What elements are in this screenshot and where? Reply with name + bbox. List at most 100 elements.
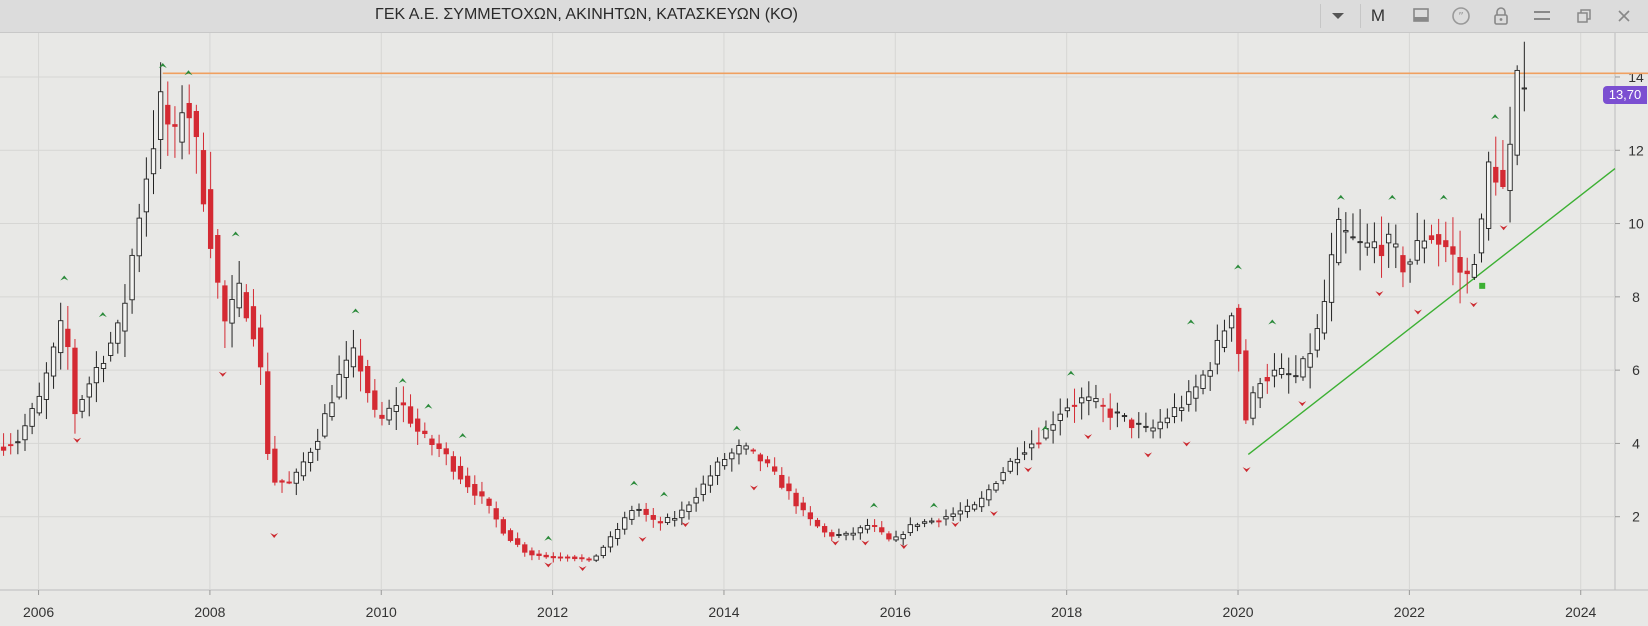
candle-body [1228, 315, 1235, 329]
chart-header: ΓΕΚ Α.Ε. ΣΥΜΜΕΤΟΧΩΝ, ΑΚΙΝΗΤΩΝ, ΚΑΤΑΣΚΕΥΩ… [0, 0, 1648, 33]
candle-body [357, 355, 364, 372]
swing-high-arrow [1268, 319, 1277, 325]
chevron-down-icon[interactable] [1320, 4, 1355, 28]
candle-body [957, 510, 963, 515]
candle-body [1300, 358, 1306, 378]
close-icon[interactable] [1607, 4, 1641, 28]
swing-low-arrow [638, 536, 647, 542]
candle-body [614, 529, 621, 539]
candle-body [1457, 256, 1463, 273]
candle-body [393, 405, 399, 412]
candle-body [1393, 243, 1399, 248]
candle-body [1307, 353, 1313, 368]
y-axis: 2 4 6 8 10 12 14 [1628, 69, 1644, 525]
candle-body [1514, 69, 1520, 156]
candle-body [1343, 230, 1349, 233]
candle-body [507, 530, 514, 541]
x-tick-label: 2016 [880, 604, 911, 620]
swing-high-arrow [1186, 319, 1195, 325]
candle-body [1236, 307, 1242, 355]
candle-body [986, 489, 992, 501]
quote-icon[interactable]: ” [1444, 4, 1478, 28]
swing-high-arrow [184, 70, 193, 76]
candle-body [1378, 244, 1385, 257]
candle-body [586, 558, 592, 561]
candle-body [443, 448, 449, 455]
instrument-title: ΓΕΚ Α.Ε. ΣΥΜΜΕΤΟΧΩΝ, ΑΚΙΝΗΤΩΝ, ΚΑΤΑΣΚΕΥΩ… [375, 6, 798, 23]
candle-body [829, 532, 835, 537]
candle-body [1029, 443, 1035, 449]
candle-body [50, 346, 57, 377]
swing-high-arrow [98, 312, 107, 318]
candle-body [636, 508, 642, 511]
candle-body [772, 466, 778, 472]
candle-body [757, 454, 764, 462]
swing-high-arrow [398, 378, 407, 384]
candle-body [307, 451, 314, 464]
menu-icon[interactable] [1525, 4, 1559, 28]
candle-body [1314, 328, 1320, 351]
candle-body [1021, 452, 1028, 455]
candle-body [486, 498, 492, 506]
candle-body [643, 508, 649, 515]
candle-body [607, 536, 614, 548]
candle-body [1407, 261, 1413, 265]
candle-body [1186, 391, 1192, 405]
candle-body [293, 471, 299, 484]
monitor-icon[interactable] [1404, 4, 1438, 28]
candle-body [1121, 415, 1128, 418]
restore-icon[interactable] [1567, 4, 1601, 28]
candle-body [736, 445, 742, 455]
candle-body [943, 516, 949, 520]
trend-line[interactable] [1247, 168, 1616, 455]
candle-body [1079, 397, 1085, 404]
last-price-badge: 13,70 [1603, 86, 1647, 104]
lock-icon[interactable] [1484, 4, 1518, 28]
candle-body [86, 383, 92, 398]
period-button[interactable]: M [1360, 4, 1395, 28]
candle-body [79, 399, 85, 412]
candle-body [1007, 460, 1013, 472]
candle-body [1250, 392, 1256, 419]
candle-body [1128, 419, 1135, 429]
candles [0, 41, 1527, 563]
candle-body [871, 525, 878, 527]
swing-low-arrow [899, 544, 908, 550]
swing-high-arrow [424, 403, 433, 409]
chart-grid [0, 33, 1648, 595]
candle-body [1478, 218, 1485, 254]
candle-body [122, 302, 128, 332]
candle-body [1221, 330, 1228, 348]
candle-body [1193, 386, 1199, 399]
candle-body [1164, 417, 1170, 424]
candle-body [422, 430, 428, 435]
candle-body [457, 465, 464, 480]
candle-body [1400, 255, 1406, 273]
candle-body [115, 322, 121, 344]
y-tick-label: 10 [1628, 216, 1644, 232]
swing-high-arrow [351, 308, 360, 314]
candle-body [43, 372, 50, 400]
x-tick-label: 2018 [1051, 604, 1082, 620]
candle-body [1493, 166, 1499, 183]
candle-body [1114, 411, 1121, 414]
candle-body [564, 556, 571, 559]
candle-body [693, 496, 699, 504]
candle-body [1500, 169, 1506, 187]
candle-body [365, 366, 371, 394]
candle-body [1150, 427, 1156, 432]
candle-body [22, 425, 28, 441]
swing-markers [60, 62, 1508, 572]
candle-body [1107, 408, 1113, 418]
candle-body [336, 373, 342, 398]
x-tick-label: 2008 [194, 604, 225, 620]
swing-high-arrow [1041, 425, 1050, 431]
candle-body [172, 124, 178, 127]
candle-body [1464, 270, 1470, 275]
x-axis: 2006 2008 2010 2012 2014 2016 2018 2020 2022 2024 [23, 604, 1597, 620]
candle-body [864, 525, 871, 530]
candle-body [672, 518, 678, 521]
candle-body [1100, 404, 1106, 407]
candle-body [936, 520, 942, 523]
